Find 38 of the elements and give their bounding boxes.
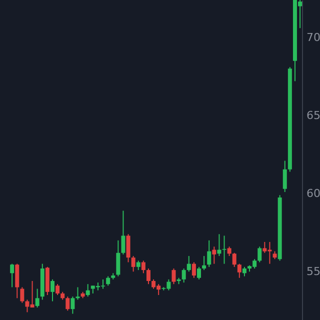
y-tick-label: 60 — [306, 187, 320, 200]
candlestick — [192, 262, 196, 278]
candlestick — [186, 256, 191, 272]
candlestick — [76, 286, 80, 300]
candlestick — [258, 246, 262, 263]
y-tick-label: 55 — [306, 265, 320, 278]
candlestick — [232, 252, 236, 268]
candlestick — [106, 276, 110, 286]
candlestick — [237, 263, 242, 278]
candlestick — [172, 268, 176, 285]
candlestick — [217, 234, 222, 256]
candlestick — [15, 263, 20, 299]
candlestick — [207, 240, 212, 268]
candlestick — [202, 256, 206, 271]
y-tick-label: 70 — [306, 30, 320, 44]
candlestick — [70, 296, 75, 314]
candlestick — [136, 260, 140, 271]
candlestick — [222, 235, 226, 264]
candlestick — [212, 246, 216, 264]
candlestick — [116, 240, 120, 277]
candlestick — [242, 266, 246, 277]
candlestick — [50, 278, 54, 302]
candlestick — [10, 263, 14, 288]
y-tick-label: 65 — [306, 109, 320, 122]
candlestick — [126, 234, 130, 263]
candlestick — [56, 284, 60, 296]
candlestick — [182, 268, 186, 284]
candlestick — [196, 266, 201, 280]
candlestick — [86, 284, 90, 298]
candlestick — [131, 256, 136, 272]
candlestick — [282, 160, 287, 192]
candlestick — [121, 210, 126, 255]
candlestick — [141, 260, 146, 274]
candlestick — [66, 296, 70, 312]
candlestick — [227, 246, 232, 256]
candlestick — [146, 268, 150, 285]
candlestick — [35, 288, 40, 308]
candlestick — [20, 286, 24, 304]
